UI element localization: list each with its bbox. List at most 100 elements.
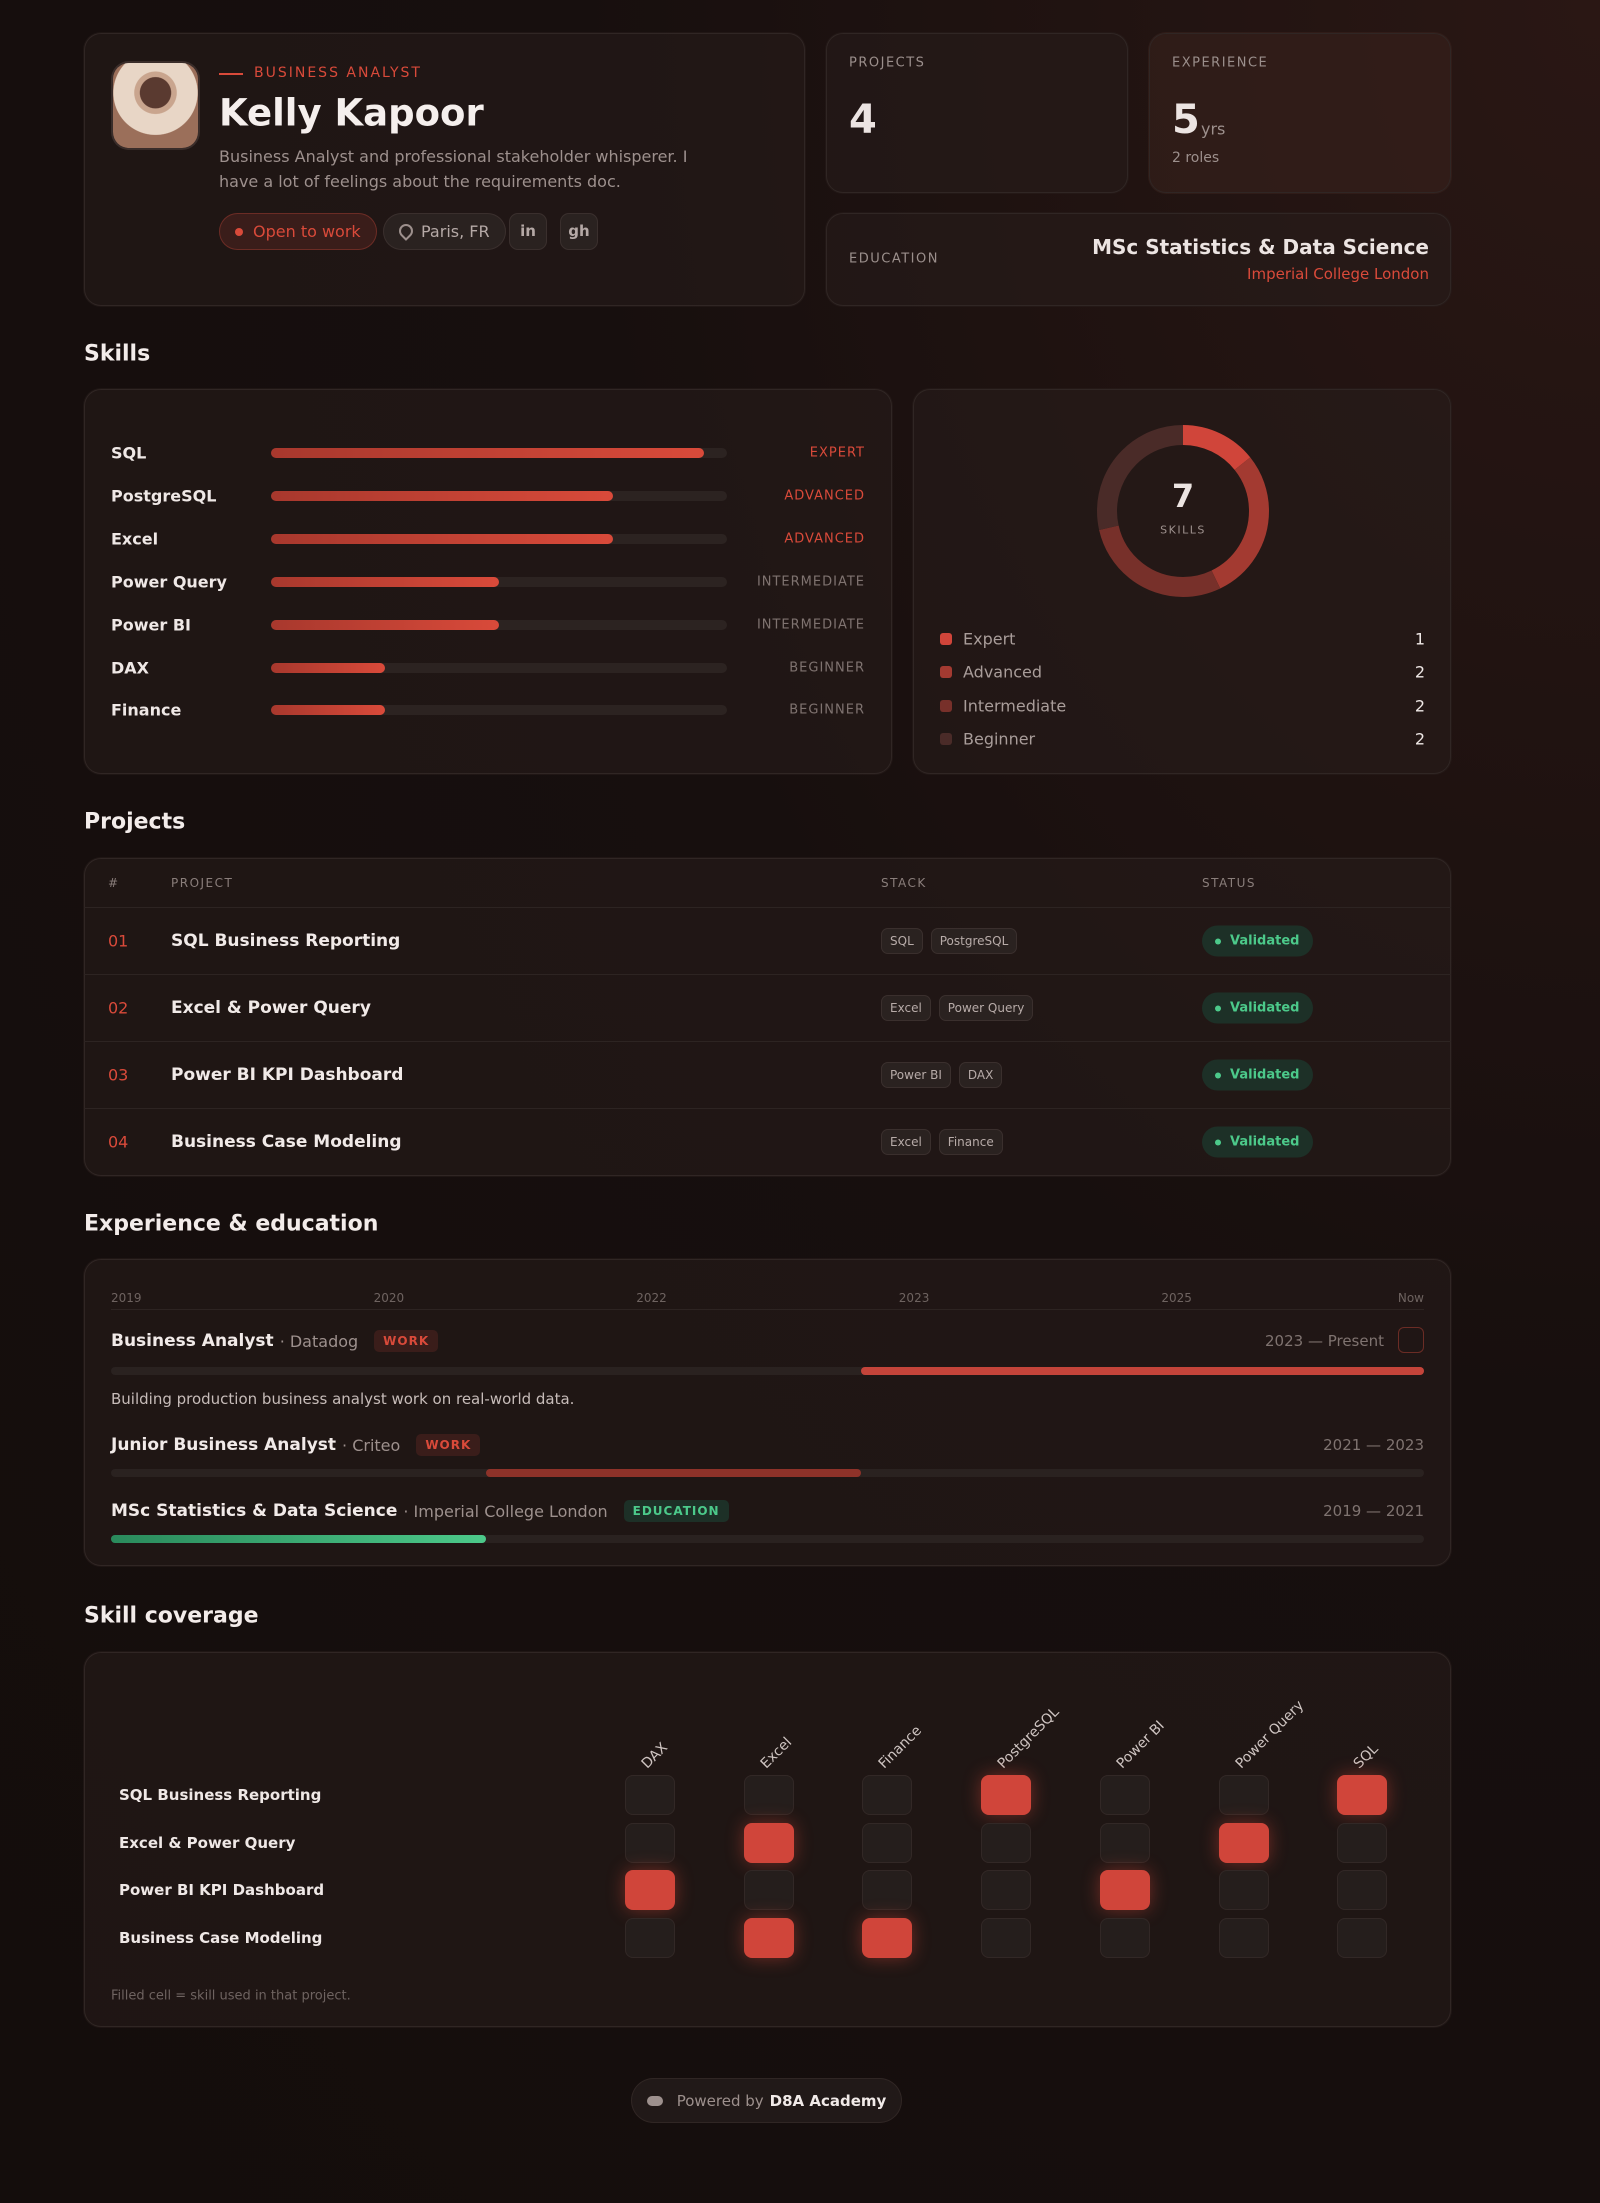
legend-count: 2: [1414, 662, 1425, 682]
coverage-cell: [1218, 1775, 1269, 1815]
skill-track: [271, 705, 727, 716]
coverage-cell: [862, 1775, 913, 1815]
row-divider: [84, 907, 1451, 908]
legend-swatch: [940, 732, 952, 745]
coverage-cell: [981, 1917, 1032, 1958]
table-header: STACK: [881, 876, 927, 890]
skill-level: BEGINNER: [789, 660, 865, 675]
stat-value: 5: [1172, 97, 1200, 143]
coverage-cell: [1099, 1870, 1150, 1910]
coverage-cell: [625, 1917, 675, 1958]
stack-chip: SQL: [881, 928, 923, 954]
location-pill: Paris, FR: [383, 213, 506, 250]
kind-badge: EDUCATION: [623, 1500, 729, 1522]
legend-count: 2: [1414, 696, 1425, 716]
experience-title: Junior Business Analyst: [111, 1435, 337, 1455]
column-label: Finance: [876, 1722, 926, 1772]
legend-label: Beginner: [963, 729, 1036, 749]
coverage-cell: [625, 1822, 675, 1863]
column-label: Excel: [757, 1734, 795, 1772]
axis-label: 2023: [898, 1291, 930, 1305]
donut-total: 7: [1171, 477, 1195, 515]
coverage-cell: [1099, 1822, 1150, 1863]
projects-stat: PROJECTS 4: [825, 32, 1129, 194]
experience-header: MSc Statistics & Data Science · Imperial …: [111, 1500, 729, 1522]
coverage-card: DAX Excel Finance PostgreSQL Power BI Power Q…: [83, 1651, 1452, 2028]
skill-level: ADVANCED: [784, 531, 865, 547]
skill-name: Excel: [111, 529, 159, 549]
skill-level: EXPERT: [809, 445, 865, 461]
expand-button[interactable]: [1398, 1327, 1424, 1353]
column-label: Power Query: [1232, 1697, 1307, 1772]
name: Kelly Kapoor: [219, 91, 484, 135]
status-dot: [1215, 938, 1221, 945]
coverage-cell: [625, 1775, 675, 1815]
coverage-cell: [981, 1870, 1032, 1910]
experience-title: Business Analyst: [111, 1331, 274, 1351]
timeline-track: [111, 1535, 1424, 1543]
bio: Business Analyst and professional stakeh…: [219, 147, 688, 191]
axis-label: 2019: [111, 1291, 142, 1305]
skill-level: INTERMEDIATE: [756, 574, 865, 590]
row-label: Excel & Power Query: [119, 1833, 296, 1852]
status-dot: [1215, 1072, 1221, 1079]
status-dot: [235, 228, 243, 236]
coverage-cell: [862, 1917, 913, 1958]
table-header: #: [108, 876, 120, 890]
experience-card: 2019 2020 2022 2023 2025 Now Business Analyst ·…: [83, 1258, 1452, 1567]
project-id: 04: [108, 1132, 129, 1152]
social-link[interactable]: in: [509, 213, 547, 250]
stack-chip: PostgreSQL: [930, 928, 1018, 954]
status-badge: Validated: [1202, 992, 1314, 1024]
project-id: 03: [108, 1065, 129, 1085]
legend-count: 1: [1414, 629, 1425, 649]
project-name: Excel & Power Query: [171, 998, 371, 1018]
section-title: Experience & education: [84, 1211, 379, 1237]
legend-swatch: [940, 666, 952, 679]
skill-bar: [271, 662, 385, 673]
skill-name: Finance: [111, 700, 182, 720]
coverage-cell: [1337, 1822, 1388, 1863]
education-school: Imperial College London: [1247, 265, 1429, 283]
column-label: SQL: [1350, 1741, 1382, 1772]
skill-level: BEGINNER: [789, 702, 865, 718]
legend-swatch: [940, 699, 952, 712]
experience-stat: EXPERIENCE 5 yrs 2 roles: [1148, 32, 1452, 194]
stat-label: EDUCATION: [849, 251, 939, 267]
donut-label: SKILLS: [1160, 523, 1206, 537]
coverage-cell: [1099, 1917, 1150, 1958]
donut-segment: [1097, 425, 1269, 597]
avatar: [113, 63, 198, 148]
skill-bar: [271, 576, 499, 587]
column-label: DAX: [638, 1739, 672, 1772]
experience-org: · Datadog: [279, 1331, 359, 1351]
donut-chart: [1097, 425, 1269, 597]
social-link[interactable]: gh: [560, 213, 598, 250]
experience-dates: 2019 — 2021: [1323, 1502, 1424, 1520]
coverage-cell: [1099, 1775, 1150, 1815]
experience-header: Business Analyst · Datadog WORK: [111, 1330, 439, 1352]
coverage-cell: [981, 1775, 1032, 1815]
coverage-cell: [1218, 1917, 1269, 1958]
skill-bar: [271, 705, 385, 716]
legend-count: 2: [1414, 729, 1425, 749]
donut-segment: [1097, 425, 1269, 597]
status-pill: Open to work: [219, 213, 377, 250]
timeline-track: [111, 1367, 1424, 1375]
legend-label: Intermediate: [963, 696, 1067, 716]
coverage-cell: [743, 1775, 794, 1815]
project-id: 01: [108, 931, 129, 951]
skill-level: INTERMEDIATE: [756, 617, 865, 633]
stat-label: PROJECTS: [849, 55, 926, 71]
coverage-cell: [862, 1870, 913, 1910]
row-divider: [84, 974, 1451, 975]
role-dash: [219, 73, 243, 75]
coverage-cell: [981, 1822, 1032, 1863]
experience-dates: 2023 — Present: [1265, 1332, 1384, 1350]
column-label: Power BI: [1113, 1717, 1168, 1772]
footer-pill[interactable]: Powered by D8A Academy: [631, 2078, 902, 2123]
projects-table: # PROJECT STACK STATUS 01 SQL Business Report…: [83, 857, 1452, 1177]
stack-chip: Excel: [881, 995, 931, 1021]
section-title: Skills: [84, 341, 151, 367]
skill-track: [271, 576, 727, 587]
